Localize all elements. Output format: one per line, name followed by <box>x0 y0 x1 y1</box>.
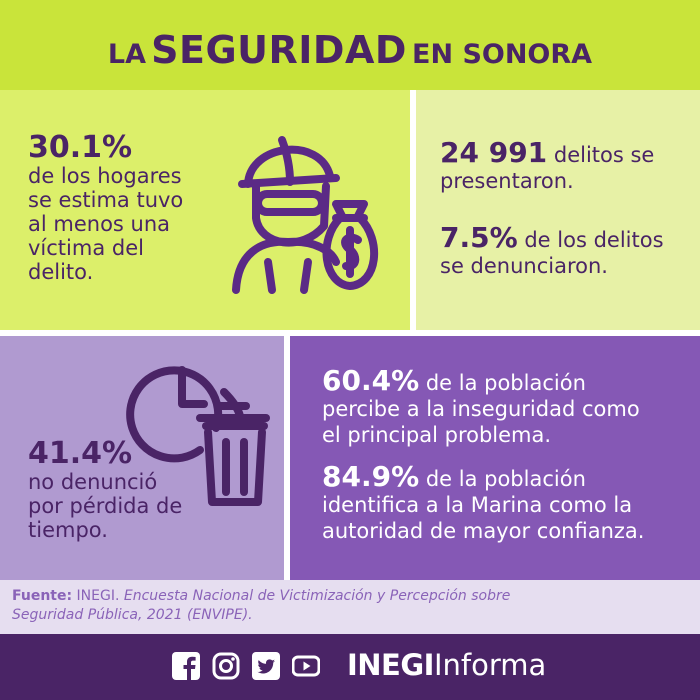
households-line-1: de los hogares <box>28 164 182 188</box>
source-citation: Fuente: INEGI. Encuesta Nacional de Vict… <box>12 587 672 625</box>
crimes-count-text-1: delitos se <box>553 143 655 167</box>
navy-stat: 84.9% de la población identifica a la Ma… <box>322 463 692 544</box>
source-strip <box>0 580 700 634</box>
crimes-reported-value: 7.5% <box>440 221 518 254</box>
households-stat: 30.1% de los hogares se estima tuvo al m… <box>28 130 228 285</box>
insecurity-stat: 60.4% de la población percibe a la inseg… <box>322 367 692 448</box>
time-lost-panel <box>0 336 284 580</box>
insecurity-text-3: el principal problema. <box>322 423 552 447</box>
insecurity-value: 60.4% <box>322 364 420 397</box>
brand-logo: INEGIInforma <box>347 648 546 682</box>
households-line-2: se estima tuvo <box>28 188 184 212</box>
crimes-count-stat: 24 991 delitos se presentaron. <box>440 139 690 194</box>
navy-text-1: de la población <box>425 467 586 491</box>
facebook-icon[interactable] <box>172 652 200 680</box>
crimes-count-text-2: presentaron. <box>440 169 574 193</box>
youtube-icon[interactable] <box>292 652 320 680</box>
instagram-icon[interactable] <box>212 652 240 680</box>
households-value: 30.1% <box>28 130 133 165</box>
insecurity-text-1: de la población <box>425 371 586 395</box>
time-lost-value: 41.4% <box>28 436 133 471</box>
title-prefix: LA <box>107 39 147 70</box>
title-suffix: EN SONORA <box>412 39 593 70</box>
time-lost-stat: 41.4% no denunció por pérdida de tiempo. <box>28 436 228 543</box>
brand-bold: INEGI <box>347 648 434 682</box>
header-banner <box>0 0 700 90</box>
crimes-panel <box>416 90 700 330</box>
footer-bar <box>0 634 700 700</box>
households-line-4: víctima del <box>28 236 144 260</box>
households-line-5: delito. <box>28 260 94 284</box>
insecurity-text-2: percibe a la inseguridad como <box>322 397 640 421</box>
clock-and-trash-icon <box>126 366 270 506</box>
source-org: INEGI. <box>72 588 124 604</box>
navy-text-3: autoridad de mayor confianza. <box>322 519 645 543</box>
households-line-3: al menos una <box>28 212 171 236</box>
crimes-reported-text-1: de los delitos <box>524 228 664 252</box>
crimes-count-value: 24 991 <box>440 136 548 169</box>
time-lost-line-1: no denunció <box>28 470 158 494</box>
thief-with-money-bag-icon <box>232 136 379 294</box>
page-title: LA SEGURIDAD EN SONORA <box>0 28 700 72</box>
brand-regular: Informa <box>433 648 547 682</box>
time-lost-line-2: por pérdida de <box>28 494 183 518</box>
crimes-reported-text-2: se denunciaron. <box>440 254 608 278</box>
twitter-icon[interactable] <box>252 652 280 680</box>
source-doc-line-1: Encuesta Nacional de Victimización y Per… <box>123 588 511 604</box>
perception-panel <box>290 336 700 580</box>
title-main: SEGURIDAD <box>151 28 407 72</box>
source-label: Fuente: <box>12 588 73 604</box>
source-doc-line-2: Seguridad Pública, 2021 (ENVIPE). <box>12 607 253 623</box>
time-lost-line-3: tiempo. <box>28 518 108 542</box>
navy-text-2: identifica a la Marina como la <box>322 493 633 517</box>
crimes-reported-stat: 7.5% de los delitos se denunciaron. <box>440 224 690 279</box>
navy-value: 84.9% <box>322 460 420 493</box>
